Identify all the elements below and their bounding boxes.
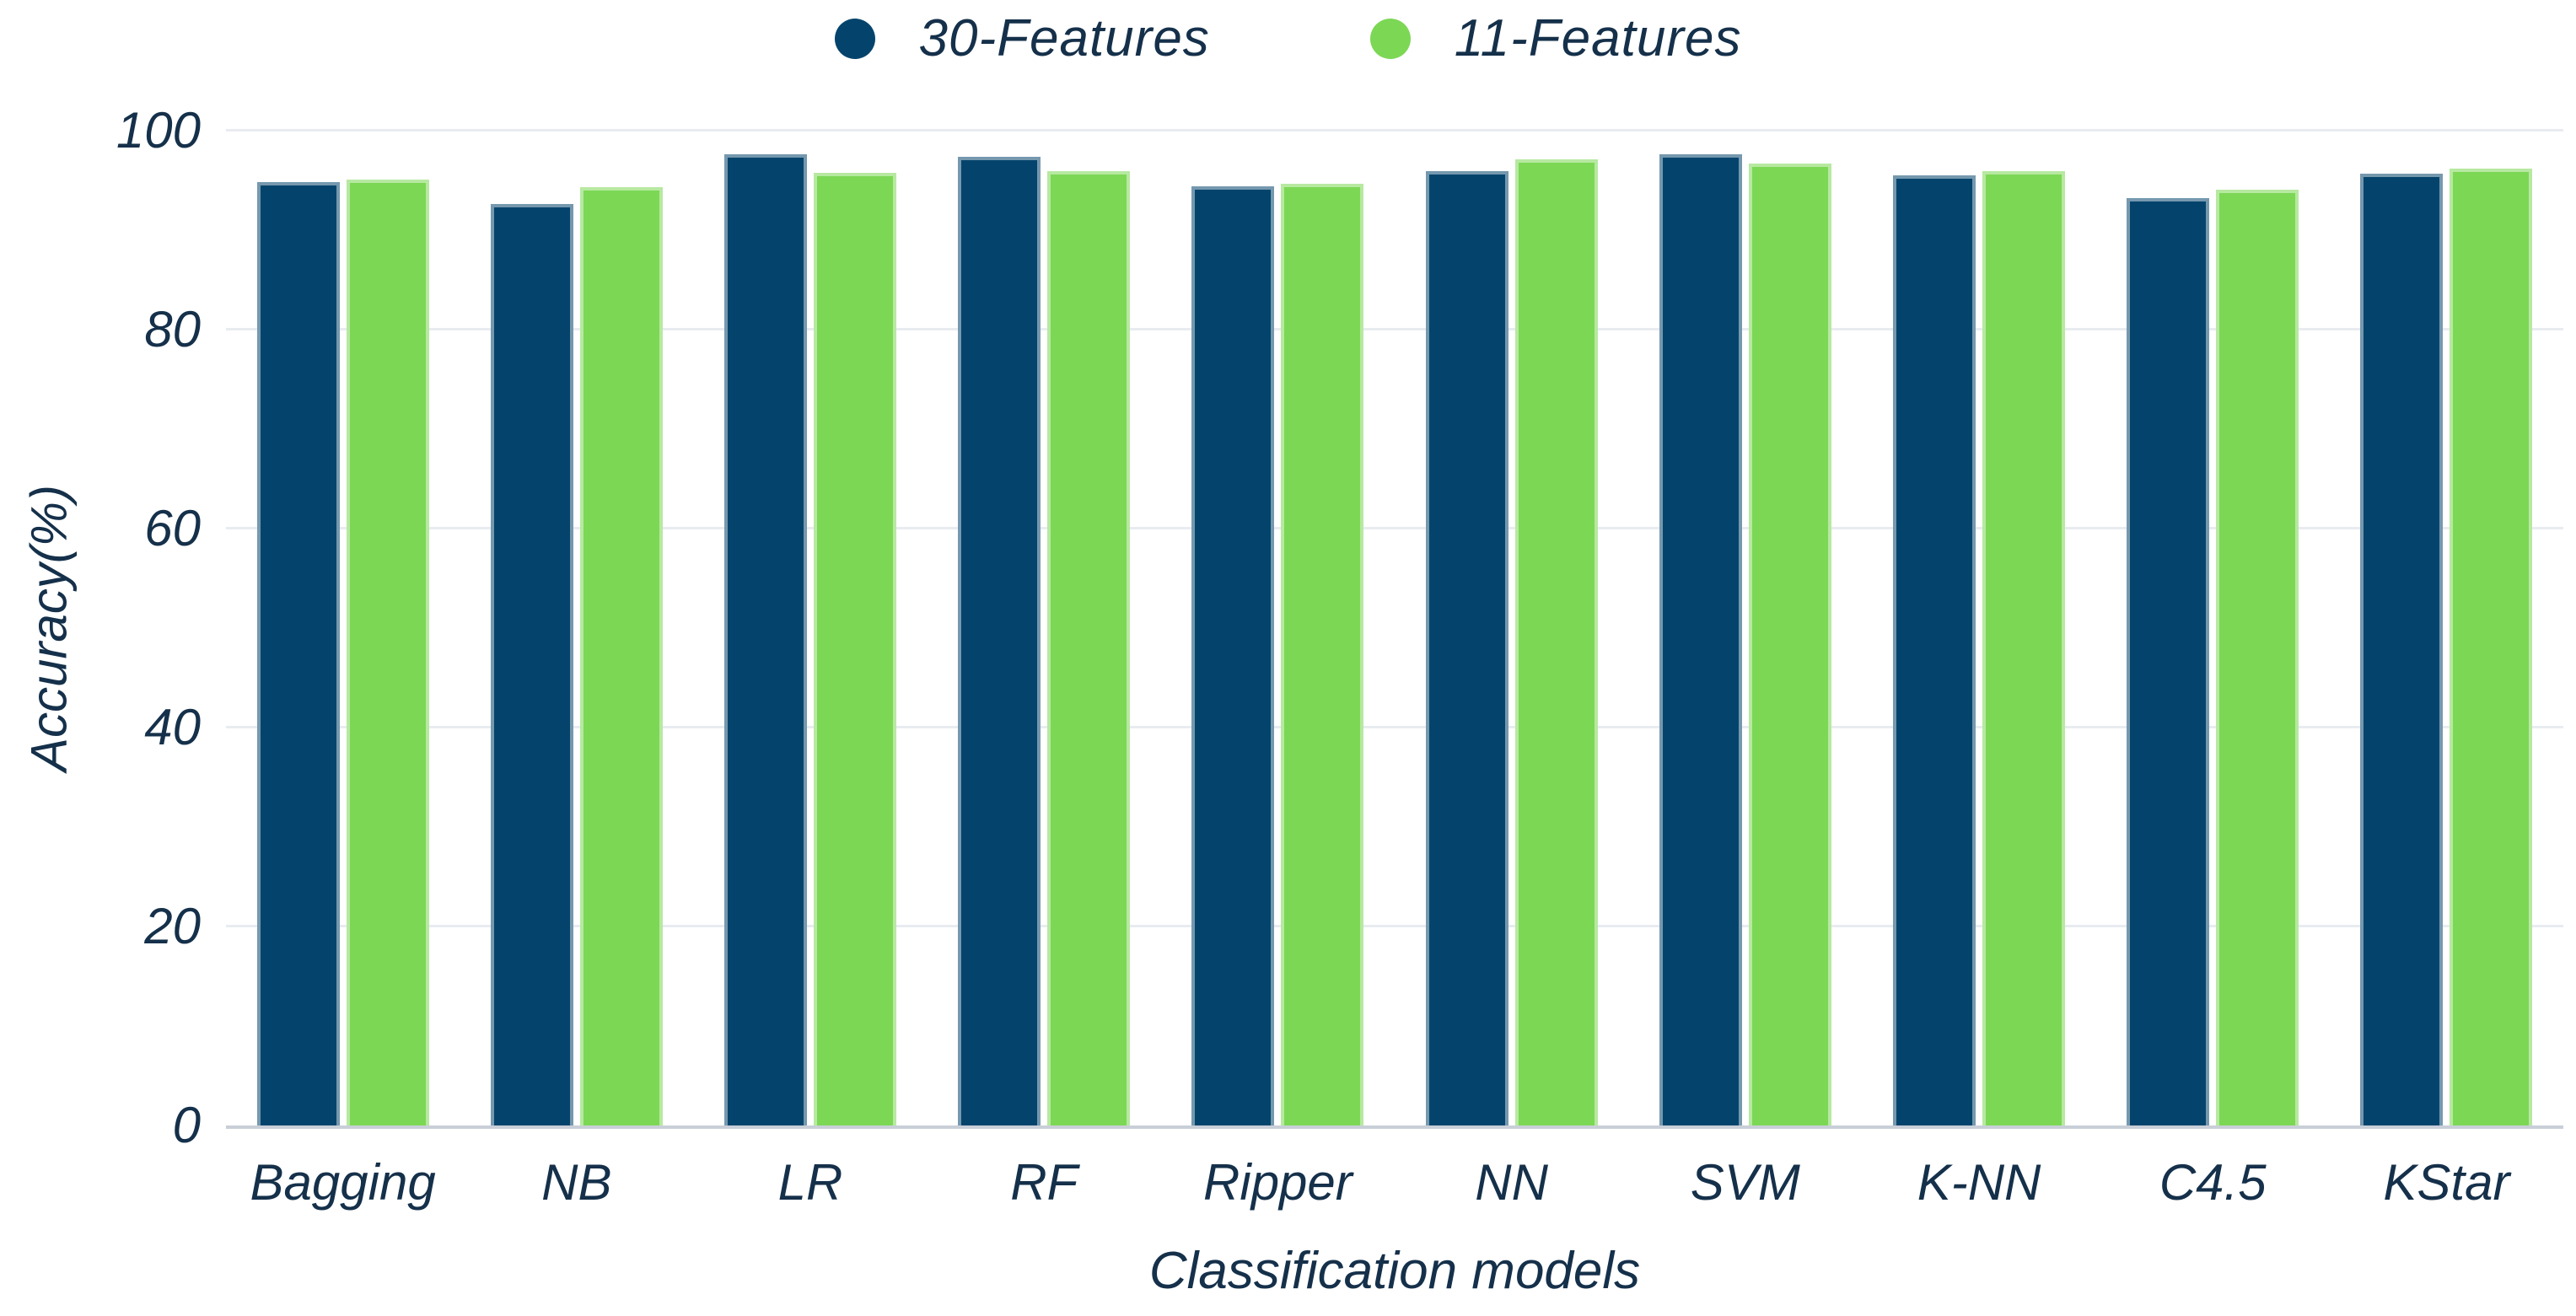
y-tick-label-20: 20 xyxy=(144,898,201,954)
y-tick-label-100: 100 xyxy=(116,102,201,158)
gridline-y-40 xyxy=(226,726,2563,728)
bar-NN-11-features xyxy=(1514,159,1598,1125)
bar-RF-30-features xyxy=(958,156,1041,1125)
bar-group-K-NN xyxy=(1862,131,2095,1125)
x-tick-label-K-NN: K-NN xyxy=(1917,1154,2041,1211)
bar-group-NB xyxy=(460,131,693,1125)
x-tick-label-C4.5: C4.5 xyxy=(2159,1154,2267,1211)
x-tick-label-KStar: KStar xyxy=(2383,1154,2510,1211)
gridline-y-60 xyxy=(226,527,2563,529)
bar-RF-11-features xyxy=(1047,171,1131,1125)
x-tick-label-LR: LR xyxy=(777,1154,843,1211)
bar-C4.5-11-features xyxy=(2216,189,2299,1125)
bar-group-Bagging xyxy=(226,131,460,1125)
gridline-y-20 xyxy=(226,925,2563,927)
bar-group-SVM xyxy=(1628,131,1862,1125)
bar-SVM-11-features xyxy=(1748,163,1831,1125)
gridline-y-80 xyxy=(226,328,2563,330)
x-tick-label-SVM: SVM xyxy=(1690,1154,1800,1211)
bar-group-RF xyxy=(928,131,1161,1125)
gridline-y-100 xyxy=(226,129,2563,132)
bar-LR-11-features xyxy=(814,172,896,1125)
bar-group-Ripper xyxy=(1161,131,1395,1125)
bar-Bagging-11-features xyxy=(346,179,429,1125)
bar-NB-30-features xyxy=(490,204,573,1125)
x-tick-label-Ripper: Ripper xyxy=(1203,1154,1353,1211)
x-tick-label-NB: NB xyxy=(541,1154,612,1211)
bar-Ripper-30-features xyxy=(1191,186,1275,1125)
bar-group-C4.5 xyxy=(2096,131,2330,1125)
bar-Ripper-11-features xyxy=(1281,183,1364,1125)
y-tick-label-60: 60 xyxy=(144,500,201,556)
chart-legend: 30-Features 11-Features xyxy=(0,8,2576,68)
legend-swatch-30-features-icon xyxy=(834,18,875,59)
bar-group-NN xyxy=(1395,131,1628,1125)
bar-KStar-30-features xyxy=(2360,173,2444,1125)
bar-LR-30-features xyxy=(724,154,807,1125)
legend-label-30-features: 30-Features xyxy=(918,9,1210,67)
bar-group-KStar xyxy=(2330,131,2563,1125)
x-axis-tick-labels: Bagging NB LR RF Ripper NN SVM K-NN C4.5 KStar xyxy=(226,1153,2563,1211)
bar-KStar-11-features xyxy=(2450,168,2533,1125)
y-tick-label-40: 40 xyxy=(144,699,201,755)
bar-K-NN-30-features xyxy=(1893,175,1976,1125)
bar-NN-30-features xyxy=(1425,171,1508,1125)
bar-C4.5-30-features xyxy=(2127,198,2210,1125)
legend-label-11-features: 11-Features xyxy=(1454,9,1742,67)
bar-K-NN-11-features xyxy=(1982,171,2066,1125)
y-tick-label-0: 0 xyxy=(172,1097,201,1153)
x-tick-label-Bagging: Bagging xyxy=(250,1154,436,1211)
y-tick-label-80: 80 xyxy=(144,301,201,357)
bar-Bagging-30-features xyxy=(256,182,340,1125)
plot-area xyxy=(226,129,2563,1129)
x-axis-title: Classification models xyxy=(1148,1242,1641,1300)
legend-swatch-11-features-icon xyxy=(1369,18,1411,59)
x-tick-label-NN: NN xyxy=(1475,1154,1548,1211)
bar-group-LR xyxy=(693,131,927,1125)
x-tick-label-RF: RF xyxy=(1010,1154,1078,1211)
legend-item-30-features: 30-Features xyxy=(834,8,1210,68)
legend-item-11-features: 11-Features xyxy=(1369,8,1742,68)
bar-NB-11-features xyxy=(579,187,663,1125)
bar-SVM-30-features xyxy=(1659,154,1742,1125)
